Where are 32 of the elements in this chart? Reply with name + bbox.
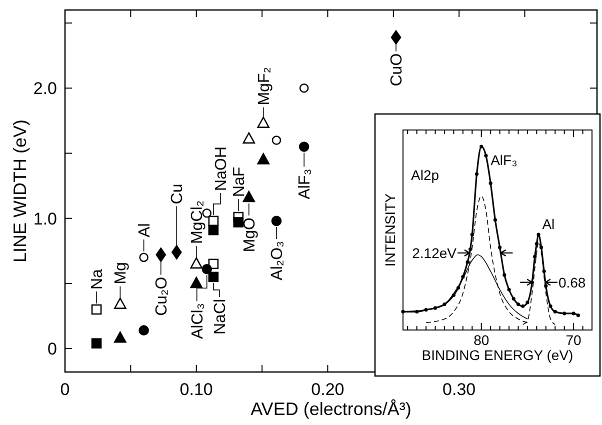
annotation: Cu	[169, 184, 186, 204]
annotation: CuO	[388, 53, 406, 86]
x-tick-label: 80	[474, 332, 490, 348]
annotation: 0.68	[558, 274, 586, 290]
annotation: NaF	[230, 166, 248, 198]
annotation: Mg	[112, 262, 130, 284]
annotation: Al₂O₃	[268, 240, 286, 280]
y-tick-label: 2.0	[33, 79, 57, 98]
annotation: MgF₂	[256, 67, 273, 106]
x-axis-title: BINDING ENERGY (eV)	[422, 347, 574, 363]
x-tick-label: 0.30	[442, 380, 476, 399]
y-axis-title: INTENSITY	[382, 192, 398, 267]
x-tick-label: 70	[566, 332, 582, 348]
y-axis-title: LINE WIDTH (eV)	[10, 119, 30, 263]
annotation: MgCl₂	[188, 200, 206, 244]
x-axis-title: AVED (electrons/Å³)	[250, 399, 412, 419]
annotation: 2.12eV	[412, 244, 458, 261]
annotation: AlF₃	[296, 168, 314, 200]
y-tick-label: 1.0	[33, 209, 57, 228]
annotation: AlCl₃	[189, 303, 206, 339]
annotation: Cu₂O	[153, 276, 170, 316]
x-tick-label: 0.20	[311, 380, 344, 399]
annotation: Al	[542, 216, 555, 232]
annotation: Al	[136, 223, 154, 238]
annotation: NaCl	[212, 298, 229, 335]
x-tick-label: 0.10	[180, 380, 213, 399]
annotation: NaOH	[212, 146, 230, 191]
annotation: MgO	[241, 218, 258, 252]
annotation: Na	[89, 268, 106, 290]
x-tick-label: 0	[60, 380, 70, 399]
annotation: AlF₃	[490, 152, 518, 168]
annotation: Al2p	[411, 167, 440, 183]
